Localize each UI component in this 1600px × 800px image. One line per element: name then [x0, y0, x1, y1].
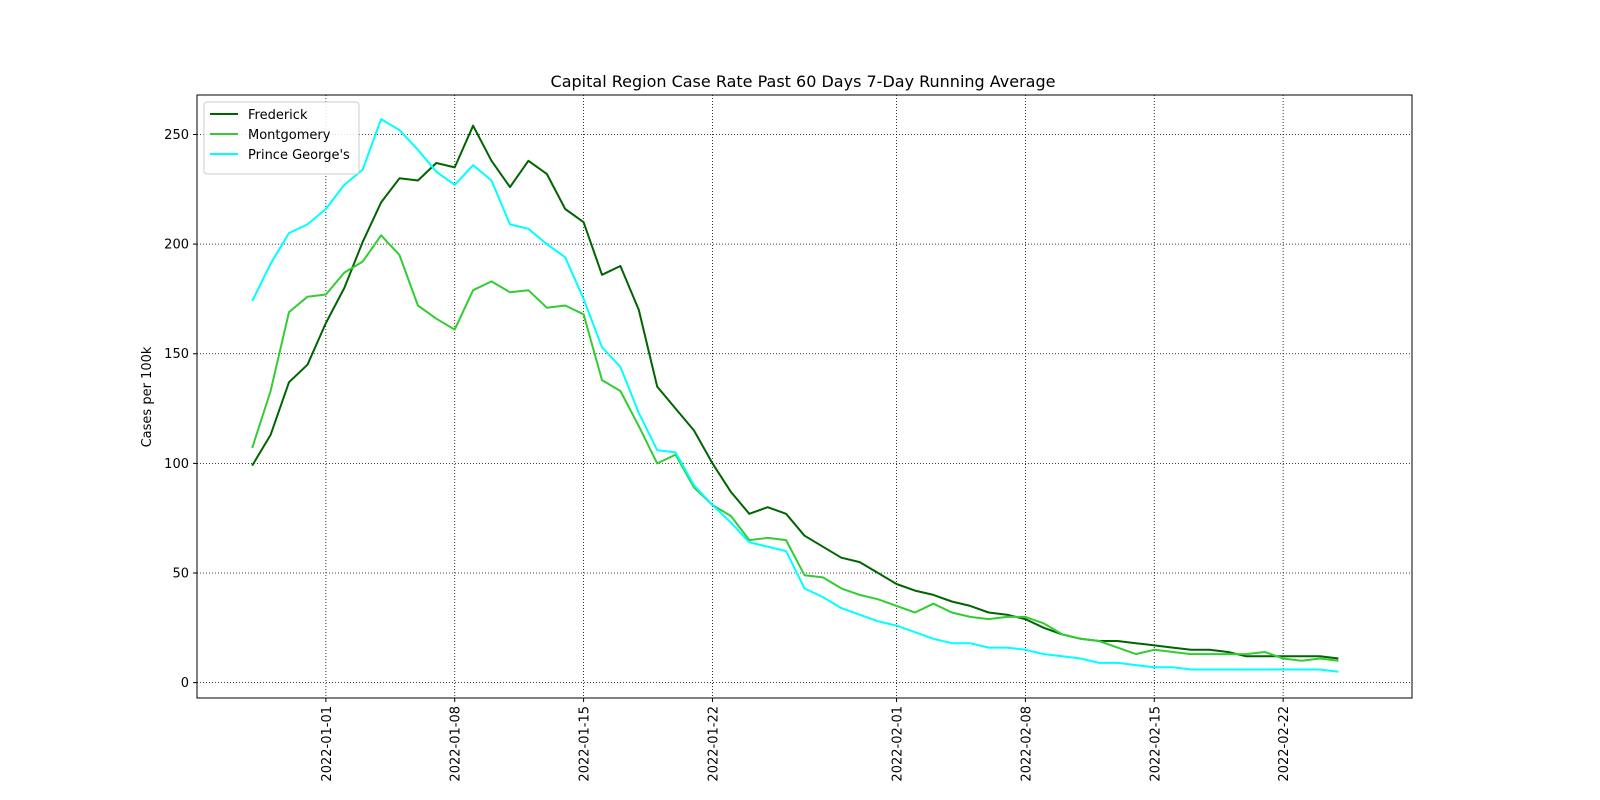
x-tick-label: 2022-02-08 [1019, 706, 1034, 782]
y-axis-label: Cases per 100k [140, 346, 155, 447]
x-tick-label: 2022-02-15 [1148, 706, 1163, 782]
y-tick-label: 250 [164, 128, 189, 143]
x-tick-label: 2022-01-22 [706, 706, 721, 782]
legend-label-montgomery: Montgomery [248, 128, 331, 143]
y-tick-label: 0 [181, 676, 189, 691]
x-axis: 2022-01-01 2022-01-08 2022-01-15 2022-01-22… [320, 698, 1292, 782]
y-axis: 0 50 100 150 200 250 [164, 128, 197, 691]
plot-frame [196, 94, 1413, 699]
x-tick-label: 2022-01-15 [578, 706, 593, 782]
series-line-montgomery [251, 234, 1339, 662]
x-tick-label: 2022-02-22 [1277, 706, 1292, 782]
series-line-prince-george-s [251, 118, 1339, 673]
legend: Frederick Montgomery Prince George's [203, 101, 360, 175]
y-tick-label: 150 [164, 347, 189, 362]
x-tick-label: 2022-01-08 [449, 706, 464, 782]
y-tick-label: 200 [164, 238, 189, 253]
series-line-frederick [251, 124, 1339, 660]
series-layer [251, 118, 1339, 673]
legend-box [203, 101, 360, 175]
chart-title: Capital Region Case Rate Past 60 Days 7-… [551, 72, 1056, 91]
x-tick-label: 2022-02-01 [891, 706, 906, 782]
legend-label-prince-george-s: Prince George's [248, 148, 350, 163]
y-tick-label: 50 [172, 567, 189, 582]
y-tick-label: 100 [164, 457, 189, 472]
legend-label-frederick: Frederick [248, 108, 308, 123]
x-tick-label: 2022-01-01 [320, 706, 335, 782]
